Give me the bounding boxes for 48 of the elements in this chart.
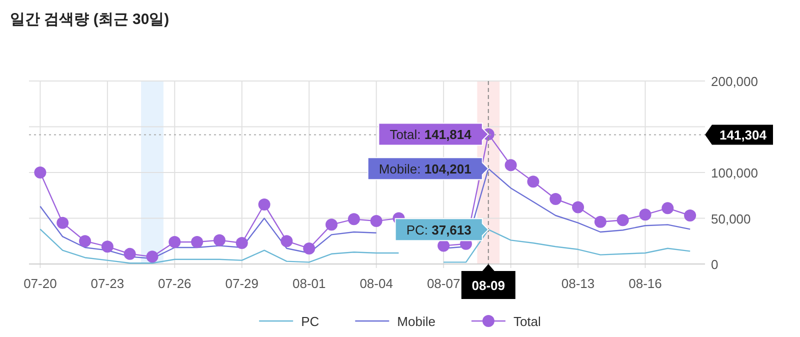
point: [101, 240, 114, 253]
x-tick-label: 07-29: [225, 276, 259, 291]
x-tick-label: 08-13: [561, 276, 595, 291]
ref-line-label: 141,304: [720, 128, 768, 143]
y-tick-label: 0: [711, 257, 718, 272]
point: [79, 235, 92, 248]
point: [616, 214, 629, 226]
ref-line-label: 08-09: [472, 278, 506, 293]
point: [258, 198, 270, 211]
y-tick-label: 50,000: [711, 211, 751, 226]
annotation: Total: 141,814: [390, 127, 472, 142]
point: [639, 208, 652, 221]
point: [438, 240, 450, 252]
point: [280, 235, 293, 248]
point: [370, 214, 382, 227]
point: [236, 236, 248, 249]
point: [168, 236, 181, 248]
point: [56, 216, 69, 229]
legend-label: PC: [301, 314, 320, 329]
point: [326, 218, 338, 231]
x-tick-label: 08-16: [628, 276, 662, 291]
point: [191, 236, 204, 248]
x-tick-label: 08-07: [426, 276, 460, 291]
point: [550, 193, 562, 206]
point: [146, 250, 158, 263]
chart-title: 일간 검색량 (최근 30일): [10, 11, 170, 28]
x-tick-label: 08-04: [360, 276, 393, 291]
point: [527, 176, 540, 188]
annotation: Mobile: 104,201: [378, 162, 472, 177]
x-tick-label: 07-20: [24, 276, 57, 291]
x-tick-label: 07-26: [158, 276, 192, 291]
point: [504, 159, 517, 172]
point: [594, 216, 606, 228]
point: [684, 210, 696, 222]
point: [303, 242, 316, 254]
y-tick-label: 100,000: [711, 166, 758, 180]
point: [124, 248, 136, 260]
point: [34, 166, 46, 178]
annotation: PC: 37,613: [406, 222, 472, 238]
point: [348, 213, 360, 226]
legend-label: Total: [513, 314, 542, 329]
point: [572, 201, 584, 214]
point: [213, 234, 226, 246]
y-tick-label: 200,000: [711, 74, 758, 89]
point: [662, 202, 674, 214]
legend-label: Mobile: [397, 314, 436, 329]
x-tick-label: 08-01: [292, 276, 326, 291]
x-tick-label: 07-23: [90, 276, 124, 291]
